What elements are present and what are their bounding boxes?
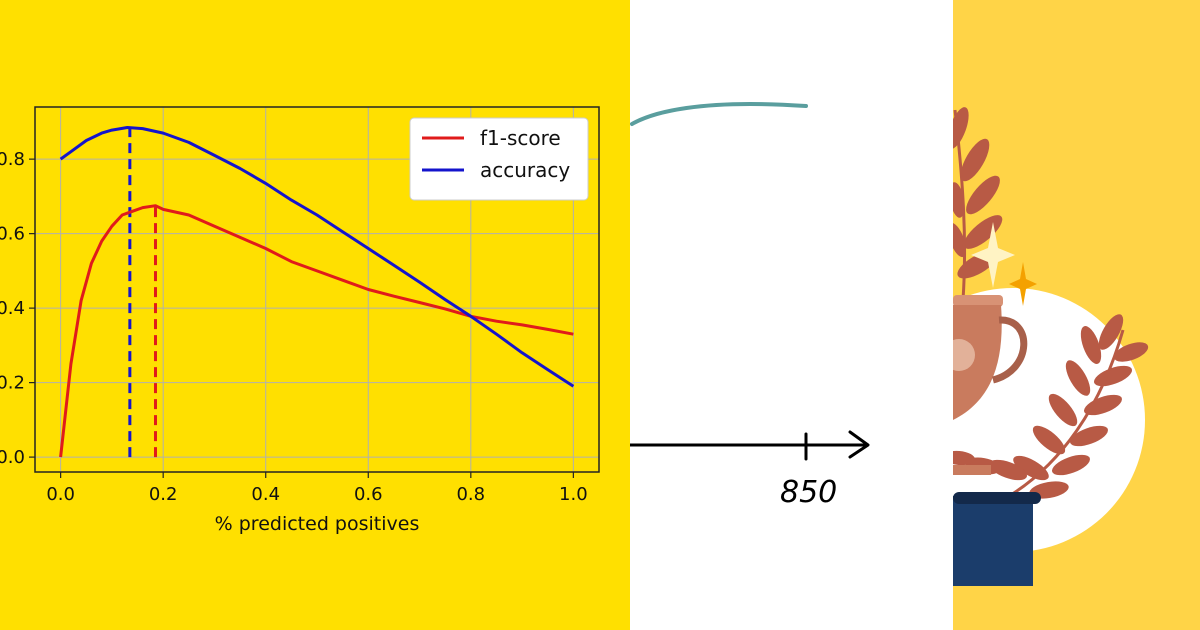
x-axis-label: % predicted positives [215,513,420,535]
sparkle-small-icon [1009,262,1037,306]
sketch-curve [630,101,808,126]
laurel-left-icon [953,107,1003,301]
legend: f1-score accuracy [409,117,589,201]
sketch-drawing: 850 [630,101,870,510]
x-tick-label: 0.6 [354,484,383,505]
f1-score-line [59,204,574,458]
sketch-panel: 850 [630,0,953,630]
trophy-base [953,496,1033,586]
accuracy-line [59,126,575,388]
plot-frame [34,106,600,473]
x-ticks: 0.0 0.2 0.4 0.6 0.8 1.0 [46,472,588,505]
trophy-panel [953,0,1200,630]
y-tick-label: 0.2 [0,373,25,394]
laurel-right-icon [953,314,1149,507]
legend-label: accuracy [480,158,570,182]
trophy-illustration [953,107,1149,586]
vertical-markers [128,127,157,458]
x-tick-label: 0.4 [251,484,280,505]
x-tick-label: 1.0 [559,484,588,505]
x-tick-label: 0.8 [456,484,485,505]
trophy-base-top [953,492,1041,504]
y-tick-label: 0.0 [0,447,25,468]
sparkle-icon [971,222,1015,288]
x-tick-label: 0.2 [149,484,178,505]
y-tick-label: 0.8 [0,149,25,170]
arrow-head-icon [848,430,870,459]
sketch-axis-value: 850 [780,475,837,510]
line-chart: 0.0 0.2 0.4 0.6 0.8 1.0 0.0 0.2 0.4 0.6 0.8 % pre… [0,106,600,535]
y-tick-label: 0.4 [0,298,25,319]
chart-panel: 0.0 0.2 0.4 0.6 0.8 1.0 0.0 0.2 0.4 0.6 0.8 % pre… [0,0,630,630]
series-lines [59,126,575,458]
x-tick-label: 0.0 [46,484,75,505]
y-ticks: 0.0 0.2 0.4 0.6 0.8 [0,149,35,468]
y-tick-label: 0.6 [0,224,25,245]
trophy-cup-icon [953,295,1028,475]
legend-label: f1-score [480,126,561,150]
